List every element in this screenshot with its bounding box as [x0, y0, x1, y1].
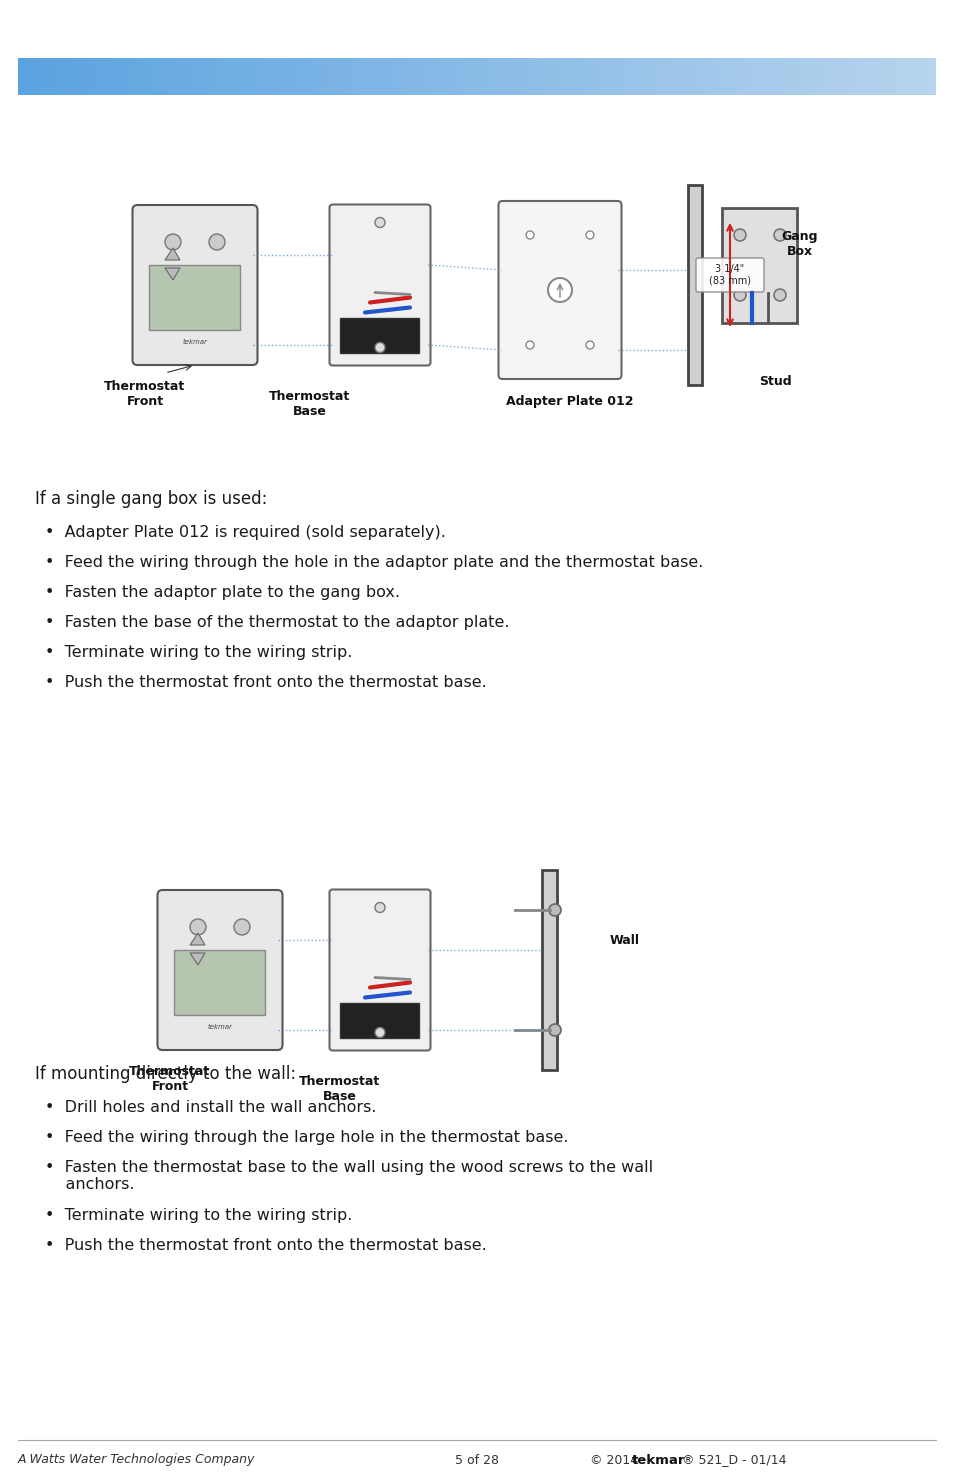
Circle shape [525, 232, 534, 239]
Text: Mounting The Thermostat: Mounting The Thermostat [28, 66, 354, 87]
Text: tekmar: tekmar [182, 339, 208, 345]
Circle shape [773, 289, 785, 301]
FancyBboxPatch shape [498, 201, 620, 379]
Text: Adapter Plate 012: Adapter Plate 012 [506, 395, 633, 409]
Text: A Watts Water Technologies Company: A Watts Water Technologies Company [18, 1453, 255, 1466]
Polygon shape [190, 953, 205, 965]
Text: •  Feed the wiring through the large hole in the thermostat base.: • Feed the wiring through the large hole… [45, 1130, 568, 1145]
Text: tekmar: tekmar [208, 1024, 233, 1030]
Circle shape [375, 1028, 385, 1037]
Circle shape [733, 229, 745, 240]
Circle shape [375, 342, 385, 353]
Text: •  Terminate wiring to the wiring strip.: • Terminate wiring to the wiring strip. [45, 645, 352, 659]
Circle shape [548, 904, 560, 916]
Circle shape [165, 235, 181, 249]
Circle shape [375, 217, 385, 227]
Text: •  Feed the wiring through the hole in the adaptor plate and the thermostat base: • Feed the wiring through the hole in th… [45, 555, 702, 569]
Text: •  Push the thermostat front onto the thermostat base.: • Push the thermostat front onto the the… [45, 1238, 486, 1252]
Text: © 2014: © 2014 [589, 1453, 641, 1466]
Text: Thermostat
Base: Thermostat Base [299, 1075, 380, 1103]
Text: •  Fasten the base of the thermostat to the adaptor plate.: • Fasten the base of the thermostat to t… [45, 615, 509, 630]
Text: 3 1/4"
(83 mm): 3 1/4" (83 mm) [708, 264, 750, 286]
FancyBboxPatch shape [329, 205, 430, 366]
Text: tekmar: tekmar [631, 1453, 685, 1466]
Bar [174, 950, 265, 1015]
Bar [340, 317, 419, 353]
Text: Thermostat
Front: Thermostat Front [130, 1065, 211, 1093]
Polygon shape [190, 934, 205, 945]
Text: •  Push the thermostat front onto the thermostat base.: • Push the thermostat front onto the the… [45, 676, 486, 690]
Bar [721, 208, 797, 323]
Circle shape [190, 919, 206, 935]
Polygon shape [165, 268, 180, 280]
Circle shape [548, 1024, 560, 1035]
Circle shape [375, 903, 385, 913]
Circle shape [525, 341, 534, 350]
Text: •  Fasten the adaptor plate to the gang box.: • Fasten the adaptor plate to the gang b… [45, 586, 399, 600]
Text: ® 521_D - 01/14: ® 521_D - 01/14 [681, 1453, 785, 1466]
Bar [150, 266, 240, 330]
Polygon shape [165, 248, 180, 260]
Text: If a single gang box is used:: If a single gang box is used: [35, 490, 267, 507]
Bar [340, 1003, 419, 1037]
FancyBboxPatch shape [132, 205, 257, 364]
Text: •  Terminate wiring to the wiring strip.: • Terminate wiring to the wiring strip. [45, 1208, 352, 1223]
Text: •  Adapter Plate 012 is required (sold separately).: • Adapter Plate 012 is required (sold se… [45, 525, 445, 540]
Text: Thermostat
Base: Thermostat Base [269, 389, 351, 417]
Circle shape [733, 289, 745, 301]
Circle shape [209, 235, 225, 249]
Text: Stud: Stud [758, 375, 790, 388]
Circle shape [585, 341, 594, 350]
Circle shape [585, 232, 594, 239]
Text: Thermostat
Front: Thermostat Front [104, 381, 186, 409]
Circle shape [233, 919, 250, 935]
Text: If mounting directly to the wall:: If mounting directly to the wall: [35, 1065, 295, 1083]
FancyBboxPatch shape [696, 258, 763, 292]
FancyBboxPatch shape [329, 889, 430, 1050]
Text: •  Fasten the thermostat base to the wall using the wood screws to the wall
    : • Fasten the thermostat base to the wall… [45, 1159, 653, 1192]
Text: 5 of 28: 5 of 28 [455, 1453, 498, 1466]
Text: Gang
Box: Gang Box [781, 230, 818, 258]
Circle shape [547, 277, 572, 302]
Text: Wall: Wall [609, 934, 639, 947]
Circle shape [773, 229, 785, 240]
Bar [687, 184, 701, 385]
Text: •  Drill holes and install the wall anchors.: • Drill holes and install the wall ancho… [45, 1100, 376, 1115]
FancyBboxPatch shape [157, 889, 282, 1050]
Bar [542, 870, 557, 1069]
